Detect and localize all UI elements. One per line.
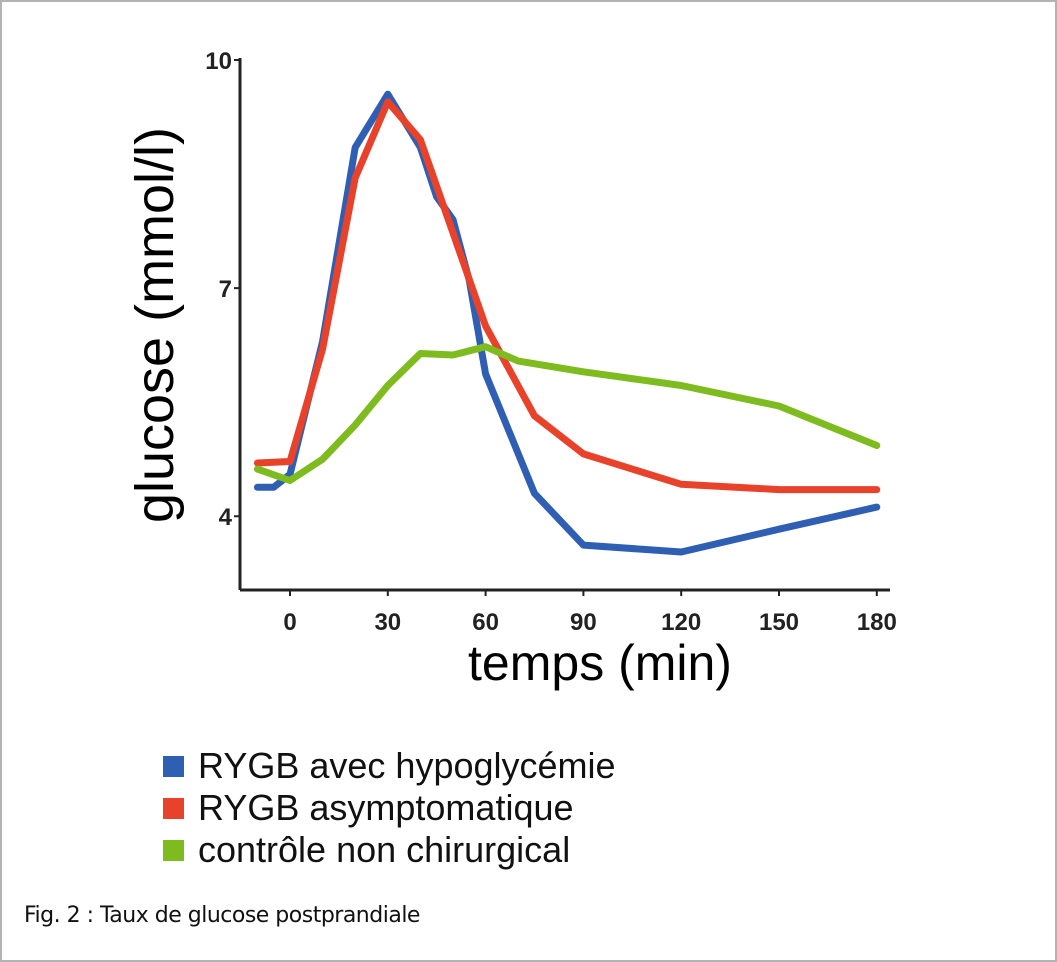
y-tick-label: 4 — [219, 504, 233, 531]
y-tick-label: 10 — [205, 48, 232, 75]
legend: RYGB avec hypoglycémie RYGB asymptomatiq… — [163, 745, 616, 871]
x-tick-label: 30 — [374, 609, 401, 636]
legend-swatch-red — [163, 797, 184, 819]
series-line-1 — [253, 98, 881, 494]
series-line-0 — [253, 90, 881, 556]
x-tick-label: 120 — [661, 609, 701, 636]
legend-item: RYGB avec hypoglycémie — [163, 745, 616, 787]
x-tick-label: 90 — [570, 609, 597, 636]
x-axis-label: temps (min) — [468, 635, 732, 691]
legend-swatch-blue — [163, 755, 184, 777]
legend-item: RYGB asymptomatique — [163, 787, 616, 829]
x-tick-label: 150 — [759, 609, 799, 636]
x-tick-label: 0 — [283, 609, 296, 636]
legend-swatch-green — [163, 839, 184, 861]
x-tick-label: 60 — [472, 609, 499, 636]
series-line-2 — [253, 343, 881, 484]
legend-item: contrôle non chirurgical — [163, 829, 616, 871]
figure-caption: Fig. 2 : Taux de glucose postprandiale — [24, 903, 420, 928]
y-axis-label: glucose (mmol/l) — [125, 127, 185, 523]
legend-label: contrôle non chirurgical — [198, 829, 571, 870]
y-tick-label: 7 — [219, 276, 232, 303]
x-tick-label: 180 — [857, 609, 897, 636]
legend-label: RYGB avec hypoglycémie — [198, 745, 616, 786]
legend-label: RYGB asymptomatique — [198, 787, 574, 828]
